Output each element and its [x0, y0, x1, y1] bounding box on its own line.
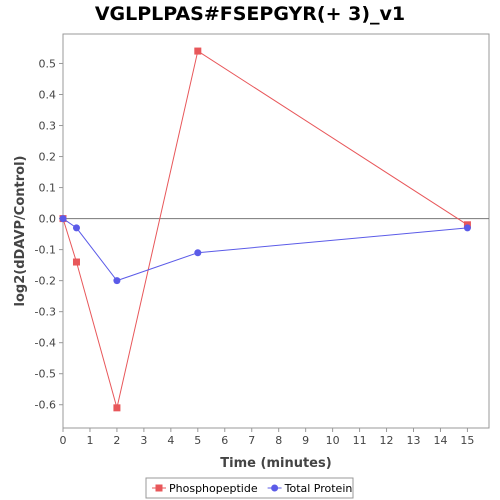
x-tick-label: 15: [460, 434, 474, 447]
y-tick-label: 0.5: [39, 57, 57, 70]
legend: Phosphopeptide Total Protein: [145, 477, 354, 499]
x-tick-label: 5: [194, 434, 201, 447]
x-tick-label: 3: [140, 434, 147, 447]
x-tick-label: 12: [380, 434, 394, 447]
y-tick-label: 0.4: [39, 88, 57, 101]
x-tick-label: 2: [113, 434, 120, 447]
y-tick-label: 0.2: [39, 151, 57, 164]
x-tick-label: 13: [407, 434, 421, 447]
x-axis-ticks: 0 1 2 3 4 5 6 7 8 9 10 11 12 13 14 15: [60, 428, 474, 447]
x-axis-label: Time (minutes): [220, 456, 331, 471]
y-tick-label: 0.0: [39, 213, 57, 226]
data-point-square: [113, 404, 121, 412]
legend-label: Total Protein: [284, 482, 353, 495]
data-point-circle: [463, 224, 471, 232]
legend-marker-circle: [271, 484, 279, 492]
y-tick-label: -0.4: [35, 337, 56, 350]
chart-title: VGLPLPAS#FSEPGYR(+ 3)_v1: [94, 3, 406, 25]
y-tick-label: 0.1: [39, 182, 57, 195]
data-point-circle: [113, 277, 121, 285]
x-tick-label: 6: [221, 434, 228, 447]
data-point-square: [194, 47, 202, 55]
data-point-square: [72, 258, 80, 266]
x-tick-label: 4: [167, 434, 174, 447]
x-tick-label: 8: [275, 434, 282, 447]
legend-box: [145, 477, 354, 499]
x-tick-label: 10: [326, 434, 340, 447]
legend-label: Phosphopeptide: [169, 482, 258, 495]
x-tick-label: 14: [433, 434, 447, 447]
x-tick-label: 0: [60, 434, 67, 447]
series-layer: [59, 47, 471, 412]
legend-item: Phosphopeptide: [152, 482, 258, 495]
y-axis-label: log2(dDAVP/Control): [13, 156, 28, 307]
y-tick-label: 0.3: [39, 120, 57, 133]
legend-item: Total Protein: [267, 482, 353, 495]
legend-marker-square: [155, 484, 163, 492]
data-point-circle: [59, 215, 67, 223]
data-point-circle: [72, 224, 80, 232]
series-total-protein: [59, 215, 471, 285]
plot-area: [62, 33, 490, 429]
x-tick-label: 9: [302, 434, 309, 447]
y-tick-label: -0.5: [35, 368, 56, 381]
x-tick-label: 7: [248, 434, 255, 447]
y-tick-label: -0.6: [35, 399, 56, 412]
y-tick-label: -0.1: [35, 244, 56, 257]
data-point-circle: [194, 249, 202, 257]
y-tick-label: -0.3: [35, 306, 56, 319]
y-axis-ticks: 0.5 0.4 0.3 0.2 0.1 0.0 -0.1 -0.2 -0.3 -0.4 -0.5 -0…: [35, 57, 63, 412]
x-tick-label: 11: [353, 434, 367, 447]
x-tick-label: 1: [86, 434, 93, 447]
y-tick-label: -0.2: [35, 275, 56, 288]
